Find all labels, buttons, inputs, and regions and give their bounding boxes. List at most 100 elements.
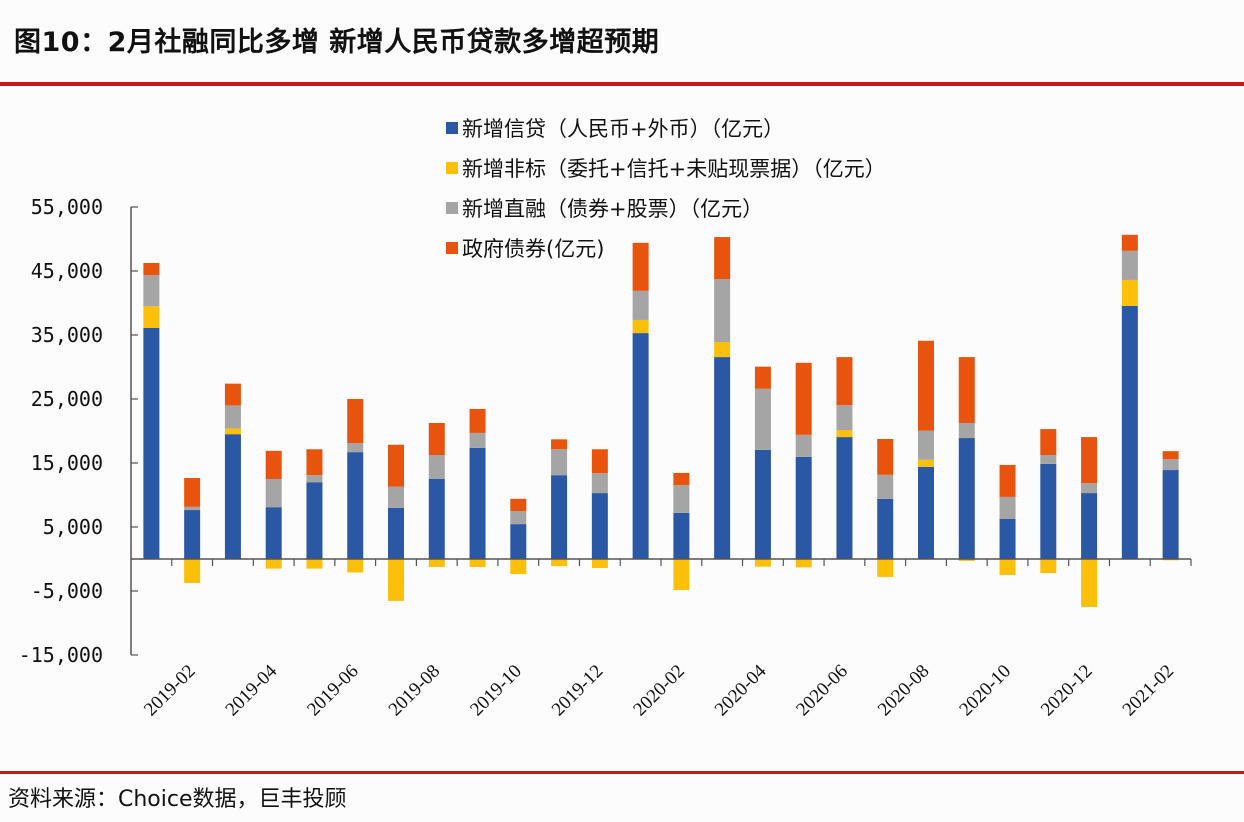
bar-segment-2019-09-s3 bbox=[469, 408, 486, 433]
bar-segment-2020-07-s1 bbox=[877, 559, 894, 577]
bar-segment-2020-09-s1 bbox=[958, 559, 975, 561]
bar-segment-2019-01-s2 bbox=[143, 275, 160, 307]
x-tick-label: 2020-06 bbox=[792, 661, 852, 721]
bar-segment-2021-01-s2 bbox=[1121, 250, 1138, 280]
bar-segment-2019-12-s0 bbox=[591, 493, 608, 559]
bar-segment-2020-07-s3 bbox=[877, 439, 894, 475]
bar-segment-2019-06-s3 bbox=[347, 399, 364, 444]
x-tick-label: 2019-12 bbox=[548, 661, 608, 721]
bar-segment-2020-03-s2 bbox=[714, 279, 731, 343]
x-tick-label: 2019-10 bbox=[466, 661, 526, 721]
bar-segment-2020-07-s0 bbox=[877, 498, 894, 559]
bar-segment-2020-01-s1 bbox=[632, 319, 649, 334]
x-axis-ticks: 2019-02 2019-04 2019-06 2019-08 2019-10 2019-… bbox=[140, 559, 1192, 721]
x-tick-label: 2020-12 bbox=[1037, 661, 1097, 721]
y-tick-label: 55,000 bbox=[31, 195, 103, 219]
bar-segment-2020-01-s0 bbox=[632, 333, 649, 559]
bar-segment-2019-03-s0 bbox=[224, 434, 241, 559]
legend-item-credit: 新增信贷（人民币+外币）（亿元） bbox=[446, 108, 886, 148]
bar-segment-2021-01-s1 bbox=[1121, 279, 1138, 306]
bar-segment-2019-11-s3 bbox=[551, 439, 568, 450]
y-tick-label: 35,000 bbox=[31, 323, 103, 347]
bar-segment-2019-06-s2 bbox=[347, 443, 364, 453]
bar-segment-2019-01-s0 bbox=[143, 327, 160, 559]
bar-segment-2020-10-s0 bbox=[999, 519, 1016, 559]
bar-segment-2019-04-s1 bbox=[265, 559, 282, 569]
bar-segment-2020-11-s3 bbox=[1040, 429, 1057, 455]
bar-segment-2019-10-s1 bbox=[510, 559, 527, 575]
x-tick-label: 2019-02 bbox=[140, 661, 200, 721]
bar-segment-2020-02-s0 bbox=[673, 512, 690, 559]
bar-segment-2020-01-s2 bbox=[632, 290, 649, 320]
bar-segment-2020-06-s2 bbox=[836, 405, 853, 431]
bar-segment-2020-01-s3 bbox=[632, 242, 649, 291]
legend-swatch-nonstandard bbox=[446, 162, 458, 174]
legend-swatch-government-bonds bbox=[446, 242, 458, 254]
legend-label-direct-financing: 新增直融（债券+股票）（亿元） bbox=[462, 197, 764, 221]
x-tick-label: 2021-02 bbox=[1119, 661, 1179, 721]
bar-segment-2019-07-s0 bbox=[388, 507, 404, 559]
bar-segment-2019-05-s0 bbox=[306, 482, 323, 559]
bar-segment-2019-09-s0 bbox=[469, 447, 486, 559]
bar-segment-2019-05-s3 bbox=[306, 449, 323, 476]
y-tick-label: 15,000 bbox=[31, 451, 103, 475]
bar-segment-2020-11-s2 bbox=[1040, 455, 1057, 464]
bar-segment-2019-06-s1 bbox=[347, 559, 364, 573]
bar-segment-2021-02-s3 bbox=[1162, 451, 1179, 460]
y-tick-label: 45,000 bbox=[31, 259, 103, 283]
bar-segment-2019-08-s1 bbox=[428, 559, 445, 567]
chart-legend: 新增信贷（人民币+外币）（亿元） 新增非标（委托+信托+未贴现票据）（亿元） 新… bbox=[446, 108, 886, 268]
bar-segment-2019-10-s2 bbox=[510, 511, 527, 525]
y-tick-label: 5,000 bbox=[43, 515, 103, 539]
bar-segment-2020-04-s0 bbox=[754, 449, 771, 559]
x-tick-label: 2019-04 bbox=[222, 660, 282, 720]
bar-segment-2019-04-s3 bbox=[265, 450, 282, 479]
bar-segment-2020-08-s2 bbox=[918, 430, 934, 460]
bar-segment-2020-04-s1 bbox=[754, 559, 771, 567]
bar-segment-2020-12-s1 bbox=[1081, 559, 1098, 607]
bar-segment-2019-07-s1 bbox=[388, 559, 404, 601]
bar-segment-2020-03-s3 bbox=[714, 237, 731, 279]
bar-segment-2020-05-s0 bbox=[795, 456, 812, 559]
bar-segment-2020-02-s2 bbox=[673, 485, 690, 513]
bar-segment-2020-11-s1 bbox=[1040, 559, 1057, 574]
bar-segment-2019-09-s1 bbox=[469, 559, 486, 567]
bar-segment-2019-08-s3 bbox=[428, 423, 445, 455]
bar-segment-2020-12-s0 bbox=[1081, 493, 1098, 559]
bar-segment-2019-02-s0 bbox=[184, 510, 201, 559]
bar-segment-2020-03-s0 bbox=[714, 357, 731, 559]
legend-label-nonstandard: 新增非标（委托+信托+未贴现票据）（亿元） bbox=[462, 157, 886, 181]
bar-segment-2019-08-s0 bbox=[428, 479, 445, 559]
bar-segment-2020-09-s0 bbox=[958, 438, 975, 559]
y-tick-label: 25,000 bbox=[31, 387, 103, 411]
bar-segment-2019-04-s2 bbox=[265, 479, 282, 508]
legend-swatch-credit bbox=[446, 122, 458, 134]
bar-segment-2020-05-s3 bbox=[795, 362, 812, 435]
chart-title: 图10：2月社融同比多增 新增人民币贷款多增超预期 bbox=[14, 27, 660, 58]
bar-segment-2020-03-s1 bbox=[714, 342, 731, 358]
bar-segment-2019-02-s2 bbox=[184, 506, 201, 511]
y-tick-label: -15,000 bbox=[19, 643, 103, 667]
legend-swatch-direct-financing bbox=[446, 202, 458, 214]
x-tick-label: 2020-10 bbox=[955, 661, 1015, 721]
bar-segment-2020-06-s0 bbox=[836, 437, 853, 559]
x-tick-label: 2020-02 bbox=[629, 661, 689, 721]
legend-label-government-bonds: 政府债券(亿元) bbox=[462, 237, 605, 261]
bar-segment-2020-10-s3 bbox=[999, 464, 1016, 497]
bar-segment-2020-07-s2 bbox=[877, 474, 894, 499]
bar-segment-2019-05-s2 bbox=[306, 475, 323, 483]
bar-segment-2019-02-s1 bbox=[184, 559, 201, 583]
bar-segment-2019-08-s2 bbox=[428, 455, 445, 479]
bar-segment-2019-11-s1 bbox=[551, 559, 568, 567]
bar-segment-2020-06-s1 bbox=[836, 430, 853, 438]
x-tick-label: 2019-06 bbox=[303, 661, 363, 721]
bar-segment-2019-10-s3 bbox=[510, 498, 527, 511]
bar-segment-2020-04-s2 bbox=[754, 388, 771, 450]
bar-segment-2020-10-s2 bbox=[999, 496, 1016, 519]
bar-segment-2019-11-s2 bbox=[551, 449, 568, 476]
bar-segment-2019-05-s1 bbox=[306, 559, 323, 569]
bar-segment-2021-02-s2 bbox=[1162, 459, 1179, 471]
bar-segment-2020-05-s1 bbox=[795, 559, 812, 568]
axes-layer bbox=[130, 207, 1191, 655]
